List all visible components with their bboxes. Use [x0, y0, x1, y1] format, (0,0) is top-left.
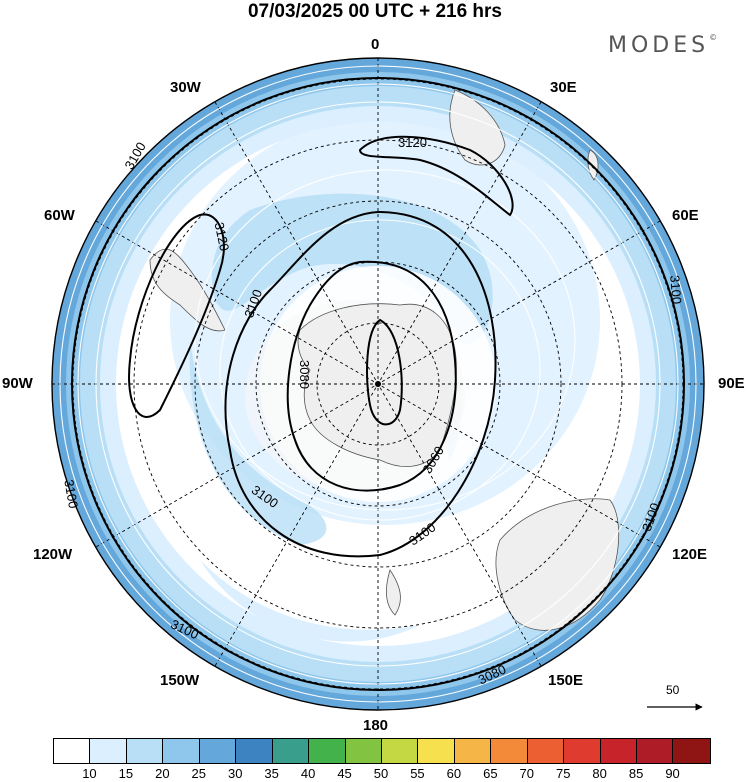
modes-logo: MODES© [608, 33, 717, 58]
lon-label-0: 0 [371, 36, 380, 53]
colorbar-swatch [637, 739, 674, 763]
lon-label-180: 180 [363, 717, 389, 734]
map-border [51, 57, 705, 711]
contour-3100-outer [71, 77, 685, 691]
colorbar-tick-label: 75 [555, 766, 571, 781]
colorbar-swatch [126, 739, 164, 763]
brand-text: MODES [608, 33, 710, 58]
colorbar-tick-label: 50 [373, 766, 389, 781]
colorbar-tick-label: 85 [628, 766, 644, 781]
colorbar-swatch [381, 739, 419, 763]
contour-label: 3120 [212, 221, 233, 252]
colorbar-tick-label: 40 [300, 766, 316, 781]
contour-3120-north [358, 135, 514, 217]
contour-3120-west [128, 213, 225, 418]
colorbar-swatch [54, 739, 91, 763]
colorbar-swatch [309, 739, 346, 763]
colorbar-tick-label: 60 [446, 766, 462, 781]
lon-label-30w: 30W [170, 79, 201, 96]
colorbar-swatch [199, 739, 237, 763]
lon-label-90e: 90E [718, 375, 745, 392]
colorbar-swatch [564, 739, 601, 763]
map-title: 07/03/2025 00 UTC + 216 hrs [247, 1, 503, 22]
colorbar-swatch [454, 739, 492, 763]
colorbar-tick-label: 55 [410, 766, 425, 781]
colorbar-tick-label: 25 [191, 766, 206, 781]
colorbar-tick-label: 30 [227, 766, 243, 781]
contour-3060 [366, 318, 403, 426]
new-zealand [385, 569, 401, 616]
copyright-mark: © [709, 33, 718, 42]
colorbar-tick-label: 45 [337, 766, 352, 781]
colorbar-tick-label: 90 [665, 766, 680, 781]
contour-label: 3120 [398, 135, 427, 150]
colorbar-tick-label: 80 [592, 766, 607, 781]
lon-label-120w: 120W [33, 546, 73, 563]
colorbar-swatch [418, 739, 455, 763]
contour-label: 3080 [297, 360, 312, 389]
colorbar-swatch [272, 739, 310, 763]
reference-vector-arrow [647, 703, 703, 711]
colorbar-tick-label: 10 [82, 766, 97, 781]
lon-label-60e: 60E [672, 207, 699, 224]
colorbar [53, 738, 711, 764]
colorbar-tick-label: 70 [519, 766, 534, 781]
pole-marker [375, 381, 381, 387]
colorbar-swatch [600, 739, 637, 763]
colorbar-swatch [345, 739, 382, 763]
colorbar-swatch [163, 739, 200, 763]
reference-vector-label: 50 [666, 683, 680, 697]
colorbar-swatch [491, 739, 528, 763]
contour-label: 3100 [667, 275, 684, 305]
colorbar-tick-label: 15 [118, 766, 134, 781]
lon-label-30e: 30E [550, 79, 577, 96]
colorbar-swatch [90, 739, 127, 763]
geopotential-contours [71, 77, 685, 691]
contour-3100-inner [224, 210, 497, 558]
colorbar-tick-label: 65 [483, 766, 498, 781]
colorbar-swatch [527, 739, 565, 763]
lon-label-90w: 90W [2, 375, 33, 392]
colorbar-tick-label: 35 [264, 766, 279, 781]
lon-label-60w: 60W [44, 207, 75, 224]
colorbar-swatch [673, 739, 710, 763]
lon-label-150e: 150E [548, 672, 584, 689]
lon-label-150w: 150W [160, 672, 200, 689]
contour-3080 [286, 260, 457, 492]
colorbar-ticks: 10 15 20 25 30 35 40 45 50 55 60 65 70 75 80 85 90 [53, 766, 709, 782]
lon-label-120e: 120E [672, 546, 708, 563]
contour-label: 3100 [61, 478, 81, 509]
colorbar-tick-label: 20 [155, 766, 170, 781]
colorbar-swatch [236, 739, 273, 763]
wind-streamlines [59, 65, 697, 703]
